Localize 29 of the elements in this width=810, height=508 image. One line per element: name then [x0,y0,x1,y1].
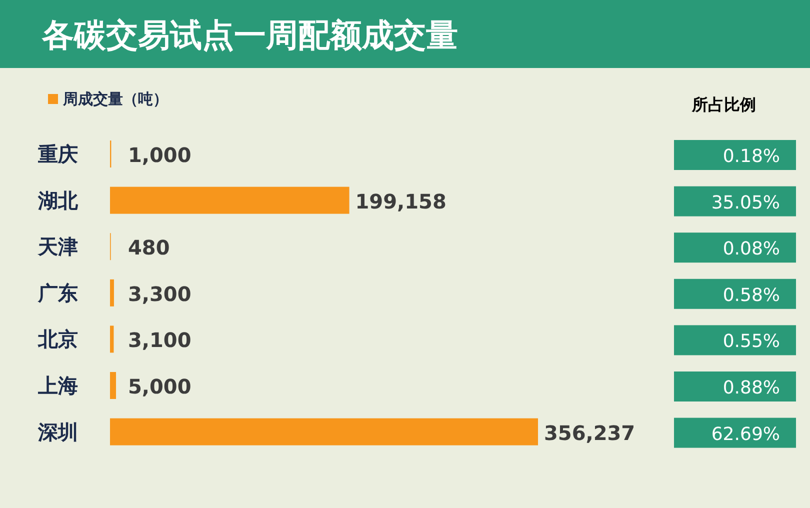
data-label: 480 [128,236,170,260]
text: 所占比例 [691,95,756,114]
y-tick-label: 天津 [37,234,78,259]
data-label: 3,300 [128,282,192,306]
bar [110,279,114,306]
bar [110,186,350,214]
chart-title: 各碳交易试点一周配额成交量 [41,16,458,54]
data-label: 199,158 [355,189,446,214]
y-tick-label: 深圳 [37,420,78,444]
text: 0.58% [722,284,780,306]
y-tick-label: 湖北 [37,188,79,212]
text: 0.55% [722,331,780,352]
bar [110,326,114,353]
bar [110,418,538,446]
text: 0.18% [722,146,780,167]
y-tick-label: 重庆 [37,142,78,166]
legend-label: 周成交量（吨） [62,90,168,108]
y-tick-label: 上海 [37,374,78,398]
y-tick-label: 北京 [37,327,78,352]
text: 35.05% [711,192,780,214]
text: 0.08% [722,238,780,260]
text: 62.69% [711,424,780,445]
data-label: 356,237 [544,420,636,445]
bar [110,372,116,399]
data-label: 3,100 [128,328,192,352]
data-label: 1,000 [128,143,192,167]
data-label: 5,000 [128,374,192,398]
text: 0.88% [722,378,780,398]
y-tick-label: 广东 [37,280,78,305]
